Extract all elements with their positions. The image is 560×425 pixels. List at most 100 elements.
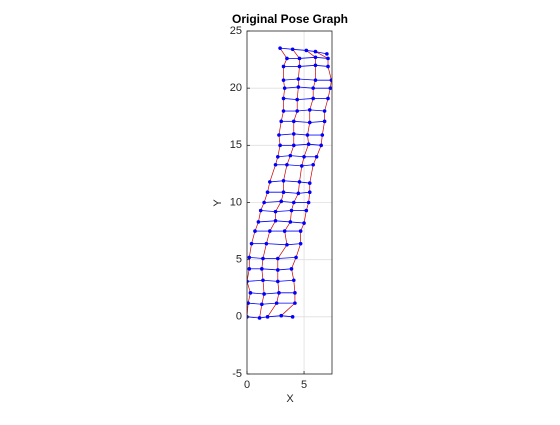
loop-edge (262, 280, 265, 294)
node (326, 64, 330, 69)
x-tick-label: 5 (301, 379, 307, 391)
node (297, 56, 302, 61)
node (289, 267, 294, 271)
loop-edge (266, 230, 271, 244)
node (328, 86, 332, 90)
plot (247, 46, 332, 320)
loop-edge (324, 98, 329, 112)
node (281, 178, 286, 183)
node (256, 220, 261, 224)
node (285, 243, 289, 247)
node (293, 301, 297, 305)
odometry-edge (309, 109, 325, 112)
node (276, 154, 280, 159)
node (281, 96, 286, 101)
loop-edge (293, 280, 296, 293)
loop-edge (307, 122, 311, 136)
odometry-edge (298, 86, 314, 89)
node (281, 64, 286, 69)
odometry-edge (298, 191, 310, 194)
odometry-edge (281, 200, 294, 203)
loop-edge (263, 192, 268, 203)
node (297, 64, 302, 69)
node (304, 48, 309, 53)
node (302, 154, 306, 159)
node (247, 267, 252, 271)
node (288, 153, 293, 158)
loop-edge (277, 145, 281, 157)
node (264, 241, 269, 246)
odometry-edge (293, 143, 309, 146)
node (313, 63, 318, 68)
loop-edge (259, 304, 263, 319)
loop-edge (258, 210, 262, 223)
node (262, 200, 266, 205)
node (296, 85, 301, 89)
loop-edge (269, 164, 276, 183)
node (281, 78, 286, 82)
odometry-edge (301, 164, 314, 167)
odometry-edge (277, 155, 291, 158)
node (274, 301, 279, 305)
loop-edge (303, 144, 309, 157)
loop-edge (299, 165, 303, 182)
node (291, 119, 296, 124)
loop-edge (278, 121, 282, 136)
node (258, 208, 263, 213)
loop-edge (261, 268, 264, 281)
node (322, 119, 327, 124)
odometry-edge (309, 120, 325, 123)
node (313, 55, 318, 60)
odometry-edge (269, 180, 284, 183)
odometry-edge (283, 180, 300, 183)
odometry-edge (299, 56, 316, 59)
node (291, 200, 296, 205)
node (277, 133, 281, 137)
loop-edge (306, 50, 316, 58)
odometry-edge (292, 48, 307, 51)
loop-edge (316, 145, 322, 157)
node (311, 96, 315, 101)
node (307, 181, 312, 185)
odometry-edge (315, 56, 329, 59)
node (295, 97, 300, 102)
node (247, 301, 250, 305)
loop-edge (284, 231, 288, 245)
loop-edge (277, 244, 288, 259)
node (297, 180, 302, 184)
node (253, 229, 257, 233)
node (279, 199, 284, 204)
odometry-edge (286, 243, 301, 246)
odometry-edge (264, 200, 282, 203)
y-tick-label: -5 (232, 368, 242, 380)
odometry-edge (293, 120, 310, 123)
node (299, 164, 304, 168)
node (261, 278, 265, 283)
node (306, 200, 311, 205)
loop-edge (277, 281, 280, 293)
loop-edge (269, 220, 276, 232)
odometry-edge (283, 78, 299, 81)
loop-edge (327, 66, 332, 81)
node (290, 315, 295, 319)
node (314, 154, 319, 159)
node (285, 56, 289, 61)
node (276, 279, 280, 284)
node (281, 190, 286, 195)
odometry-edge (284, 86, 299, 89)
odometry-edge (280, 47, 293, 50)
odometry-edge (261, 268, 278, 271)
node (273, 209, 278, 214)
loop-edge (295, 243, 301, 258)
odometry-edge (297, 98, 314, 100)
node (298, 241, 303, 246)
y-tick-label: 5 (236, 254, 242, 266)
odometry-edge (247, 279, 264, 282)
node (296, 191, 301, 196)
y-axis-label: Y (212, 199, 224, 207)
node (278, 143, 282, 148)
node (291, 278, 296, 283)
loop-edge (267, 302, 277, 318)
node (265, 190, 270, 195)
node (307, 120, 312, 125)
